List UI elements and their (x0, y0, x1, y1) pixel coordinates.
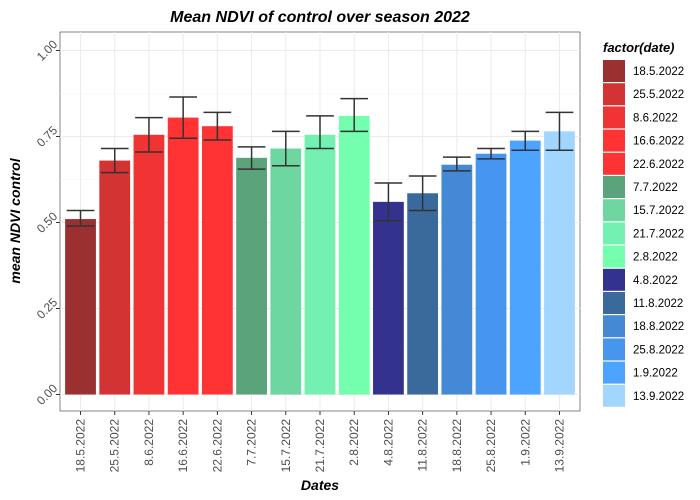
bar-15.7.2022 (270, 148, 302, 395)
legend-key-8.6.2022 (603, 106, 625, 129)
x-tick-label: 16.6.2022 (176, 419, 190, 473)
legend-label: 8.6.2022 (633, 112, 678, 124)
legend-label: 22.6.2022 (633, 159, 684, 171)
legend-label: 11.8.2022 (633, 298, 683, 310)
x-tick-label: 15.7.2022 (279, 419, 293, 473)
legend-label: 21.7.2022 (633, 228, 684, 240)
legend-label: 4.8.2022 (633, 275, 678, 287)
bar-2.8.2022 (338, 115, 370, 395)
legend-title: factor(date) (603, 40, 675, 55)
bar-18.5.2022 (65, 219, 96, 395)
legend-key-1.9.2022 (603, 361, 625, 384)
x-tick-label: 25.5.2022 (108, 419, 122, 473)
legend-key-18.8.2022 (603, 315, 625, 338)
legend-key-25.5.2022 (603, 83, 625, 106)
bar-11.8.2022 (407, 193, 439, 395)
error-bars (66, 96, 574, 227)
legend-label: 1.9.2022 (633, 368, 678, 380)
legend-key-16.6.2022 (603, 129, 625, 152)
x-tick-label: 18.5.2022 (74, 419, 88, 473)
chart-title: Mean NDVI of control over season 2022 (170, 9, 470, 26)
legend-label: 15.7.2022 (633, 205, 684, 217)
legend-key-4.8.2022 (603, 268, 625, 291)
legend-key-22.6.2022 (603, 152, 625, 175)
legend-key-7.7.2022 (603, 176, 625, 198)
x-tick-label: 21.7.2022 (313, 419, 327, 473)
bar-22.6.2022 (201, 126, 233, 395)
legend-label: 25.8.2022 (633, 344, 684, 356)
bar-13.9.2022 (544, 131, 575, 395)
legend-key-13.9.2022 (603, 384, 625, 407)
x-tick-label: 11.8.2022 (416, 419, 430, 472)
y-axis-title: mean NDVI control (7, 157, 23, 283)
x-tick-label: 4.8.2022 (381, 419, 395, 466)
legend-label: 7.7.2022 (633, 182, 678, 194)
bar-8.6.2022 (133, 134, 165, 395)
y-tick-label: 1.00 (34, 37, 61, 64)
legend: 18.5.2022 25.5.2022 8.6.2022 16.6.2022 22.6.… (603, 60, 684, 407)
bar-16.6.2022 (167, 117, 199, 395)
legend-key-2.8.2022 (603, 245, 625, 268)
y-tick-label: 0.75 (34, 123, 61, 150)
legend-key-15.7.2022 (603, 199, 625, 222)
x-tick-label: 8.6.2022 (142, 419, 156, 466)
x-tick-label: 25.8.2022 (484, 419, 498, 473)
legend-label: 13.9.2022 (633, 391, 684, 403)
bar-7.7.2022 (236, 157, 267, 395)
bars (65, 115, 575, 395)
legend-label: 18.8.2022 (633, 321, 684, 333)
x-tick-label: 2.8.2022 (347, 419, 361, 466)
y-tick-label: 0.50 (34, 209, 61, 236)
legend-label: 18.5.2022 (633, 66, 684, 78)
bar-1.9.2022 (509, 140, 541, 395)
legend-key-11.8.2022 (603, 292, 625, 314)
legend-key-25.8.2022 (603, 338, 625, 361)
x-tick-label: 22.6.2022 (210, 419, 224, 473)
bar-4.8.2022 (373, 201, 404, 395)
y-tick-label: 0.00 (34, 381, 61, 408)
legend-label: 16.6.2022 (633, 136, 684, 148)
bar-25.8.2022 (475, 153, 507, 395)
legend-label: 2.8.2022 (633, 252, 678, 264)
x-tick-label: 18.8.2022 (450, 419, 464, 473)
bar-25.5.2022 (99, 160, 131, 395)
bar-21.7.2022 (304, 134, 336, 395)
y-tick-label: 0.25 (34, 295, 61, 322)
legend-key-18.5.2022 (603, 60, 625, 82)
x-tick-label: 13.9.2022 (552, 419, 566, 473)
legend-label: 25.5.2022 (633, 89, 684, 101)
bar-18.8.2022 (441, 164, 473, 395)
legend-key-21.7.2022 (603, 222, 625, 245)
x-axis: 18.5.2022 25.5.2022 8.6.2022 16.6.2022 22.6.… (74, 411, 566, 473)
y-axis: 0.00 0.25 0.50 0.75 1.00 (34, 37, 61, 408)
x-axis-title: Dates (301, 477, 339, 493)
x-tick-label: 7.7.2022 (245, 419, 259, 466)
x-tick-label: 1.9.2022 (518, 419, 532, 466)
